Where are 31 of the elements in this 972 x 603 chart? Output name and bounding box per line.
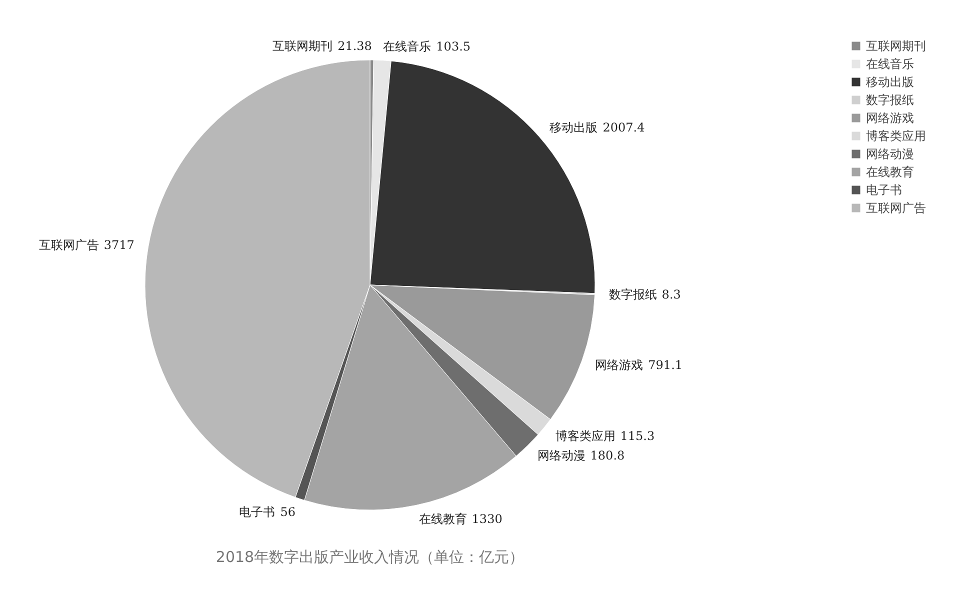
data-label: 8.3 bbox=[662, 288, 681, 302]
legend-label: 博客类应用 bbox=[866, 129, 926, 143]
legend-label: 数字报纸 bbox=[866, 93, 914, 107]
data-label: 3717 bbox=[104, 238, 134, 252]
legend-label: 移动出版 bbox=[866, 75, 914, 89]
data-label: 21.38 bbox=[338, 39, 372, 54]
slice-label: 电子书 bbox=[239, 505, 276, 520]
slice-label: 在线音乐 bbox=[383, 39, 432, 54]
legend-label: 网络动漫 bbox=[866, 147, 914, 161]
legend-label: 网络游戏 bbox=[866, 111, 914, 125]
data-label: 2007.4 bbox=[602, 120, 646, 134]
data-label: 180.8 bbox=[590, 448, 625, 463]
slice-label: 在线教育 bbox=[418, 512, 467, 526]
text: 2018年数字出版产业收入情况（单位：亿元） bbox=[216, 548, 524, 566]
slice-label: 移动出版 bbox=[550, 120, 598, 134]
slice-label: 网络动漫 bbox=[537, 448, 586, 463]
data-label: 103.5 bbox=[436, 39, 471, 54]
slice-label: 数字报纸 bbox=[608, 288, 657, 302]
slice-label: 博客类应用 bbox=[555, 428, 616, 443]
legend-label: 在线教育 bbox=[866, 165, 914, 179]
legend-label: 在线音乐 bbox=[866, 57, 914, 71]
data-label: 115.3 bbox=[620, 428, 655, 443]
slice-label: 网络游戏 bbox=[595, 358, 644, 372]
slice-label: 互联网广告 bbox=[38, 238, 99, 252]
legend-label: 电子书 bbox=[866, 183, 902, 197]
data-label: 1330 bbox=[472, 512, 502, 526]
legend-label: 互联网广告 bbox=[866, 201, 926, 215]
data-label: 791.1 bbox=[648, 358, 683, 372]
data-label: 56 bbox=[280, 505, 296, 520]
slice-label: 互联网期刊 bbox=[272, 39, 333, 54]
legend-label: 互联网期刊 bbox=[866, 39, 926, 53]
